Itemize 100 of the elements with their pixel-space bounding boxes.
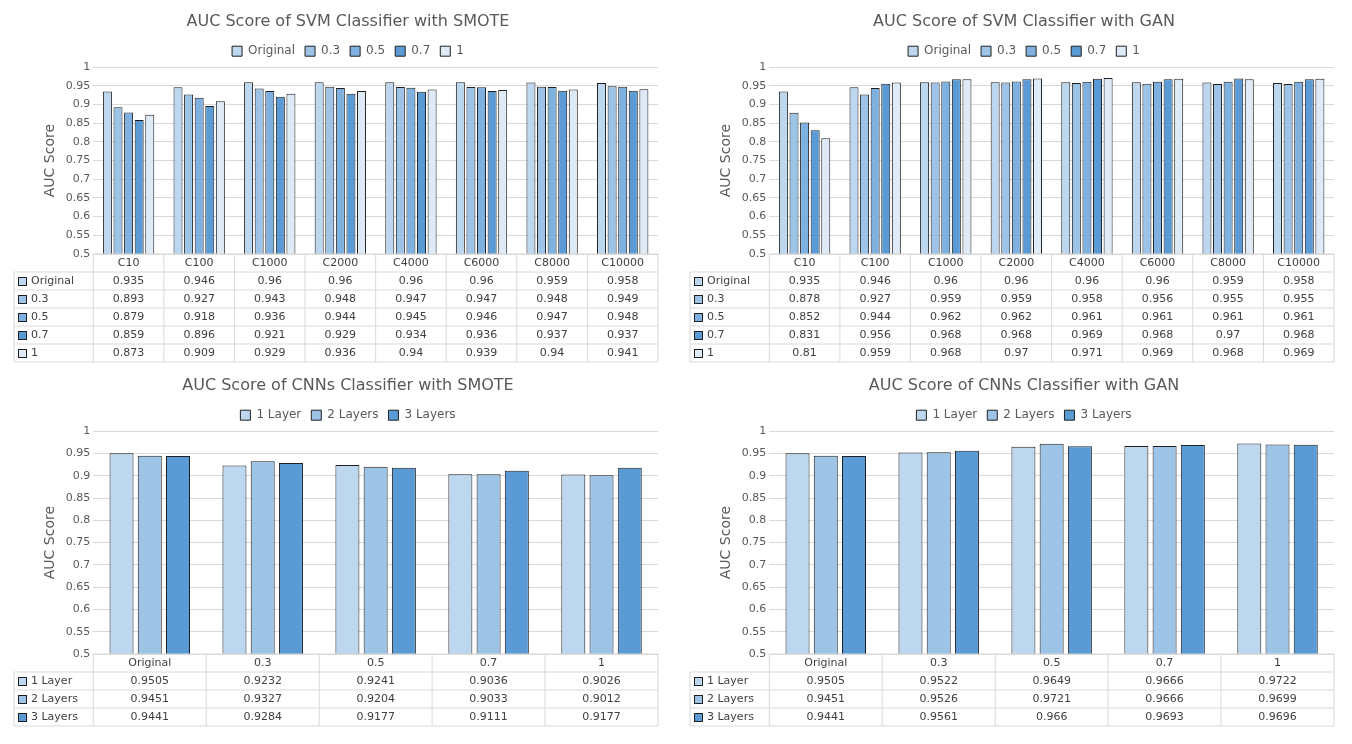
data-label: 0.9505 [130,673,170,687]
y-tick-label: 0.75 [65,535,91,549]
category-label: 0.3 [707,291,725,305]
data-label: 0.968 [1282,327,1315,341]
text: 2 Layers [707,691,754,705]
legend-label: 3 Layers [1080,407,1132,422]
data-label: 0.9722 [1258,673,1297,687]
y-tick-label: 1 [83,60,91,74]
data-label: 0.962 [930,309,962,323]
text: Original [707,273,751,287]
data-label: 0.961 [1212,309,1244,323]
data-label: 0.9666 [1145,691,1184,705]
data-label: 0.9012 [582,691,621,705]
data-label: 0.947 [395,291,427,305]
data-label: 0.961 [1282,309,1315,323]
text: 1 Layer [31,673,73,687]
legend-label: 0.5 [366,43,386,58]
x-tick-label: 0.7 [479,655,498,669]
x-tick-label: 0.5 [1042,655,1061,669]
x-tick-label: C6000 [463,255,500,269]
y-tick-label: 0.5 [748,246,767,260]
text: 3 Layers [707,709,754,723]
legend-label: 0.7 [1087,43,1107,58]
data-label: 0.936 [254,309,286,323]
y-tick-label: 0.65 [741,190,767,204]
data-label: 0.935 [112,273,145,287]
y-tick-label: 0.7 [72,557,91,571]
data-label: 0.971 [1071,345,1103,359]
data-label: 0.97 [1215,327,1241,341]
data-label: 0.9526 [919,691,958,705]
text: 1 [707,345,714,359]
data-label: 0.959 [1212,273,1244,287]
y-tick-label: 0.6 [748,602,767,616]
y-tick-label: 0.85 [741,490,767,504]
data-label: 0.955 [1212,291,1244,305]
y-tick-label: 0.8 [748,134,767,148]
category-label: 0.5 [31,309,49,323]
data-label: 0.9522 [919,673,958,687]
y-tick-label: 0.65 [65,580,91,594]
x-tick-label: 0.7 [1155,655,1174,669]
y-tick-label: 0.55 [65,624,91,638]
y-tick-label: 0.65 [741,580,767,594]
y-tick-label: 0.85 [741,116,767,130]
data-label: 0.959 [536,273,568,287]
category-label: 0.7 [31,327,49,341]
x-tick-label: C6000 [1139,255,1176,269]
data-label: 0.958 [1071,291,1103,305]
x-tick-label: C10 [117,255,140,269]
data-label: 0.9241 [356,673,395,687]
data-label: 0.878 [788,291,821,305]
x-tick-label: Original [804,655,848,669]
data-label: 0.968 [1000,327,1033,341]
y-tick-label: 0.95 [65,446,91,460]
y-tick-label: 0.9 [72,97,91,111]
data-label: 0.9036 [469,673,508,687]
data-label: 0.96 [328,273,353,287]
y-tick-label: 1 [83,424,91,438]
data-label: 0.9033 [469,691,508,705]
data-label: 0.959 [1000,291,1033,305]
data-label: 0.946 [859,273,891,287]
chart-title: AUC Score of SVM Classifier with GAN [873,10,1175,30]
x-tick-label: C8000 [534,255,570,269]
data-label: 0.9693 [1145,709,1184,723]
data-label: 0.968 [1141,327,1174,341]
data-label: 0.96 [1004,273,1029,287]
y-tick-label: 0.6 [748,209,767,223]
legend-label: 3 Layers [404,407,456,422]
chart-title: AUC Score of SVM Classifier with SMOTE [186,10,510,30]
legend-label: 2 Layers [327,407,379,422]
x-tick-label: Original [128,655,172,669]
data-label: 0.956 [859,327,891,341]
data-label: 0.94 [539,345,565,359]
data-label: 0.937 [606,327,639,341]
data-label: 0.961 [1071,309,1103,323]
x-tick-label: C10 [793,255,816,269]
data-label: 0.946 [183,273,215,287]
data-label: 0.97 [1004,345,1029,359]
x-tick-label: 1 [598,655,606,669]
x-tick-label: 0.3 [253,655,272,669]
y-tick-label: 0.7 [72,172,91,186]
data-label: 0.9441 [130,709,170,723]
data-label: 0.9111 [469,709,508,723]
data-label: 0.9699 [1258,691,1297,705]
data-label: 0.9451 [130,691,170,705]
x-tick-label: C1000 [927,255,964,269]
y-axis-title: AUC Score [41,505,58,580]
data-label: 0.96 [398,273,424,287]
data-label: 0.935 [788,273,821,287]
data-label: 0.936 [324,345,357,359]
x-tick-label: C10000 [1277,255,1321,269]
data-label: 0.966 [1035,709,1068,723]
data-label: 0.9177 [356,709,395,723]
y-tick-label: 0.65 [65,190,91,204]
data-label: 0.918 [183,309,215,323]
data-label: 0.927 [859,291,891,305]
data-label: 0.948 [606,309,639,323]
data-label: 0.896 [183,327,215,341]
data-label: 0.944 [859,309,891,323]
legend-label: 1 Layer [256,407,302,422]
data-label: 0.893 [112,291,145,305]
